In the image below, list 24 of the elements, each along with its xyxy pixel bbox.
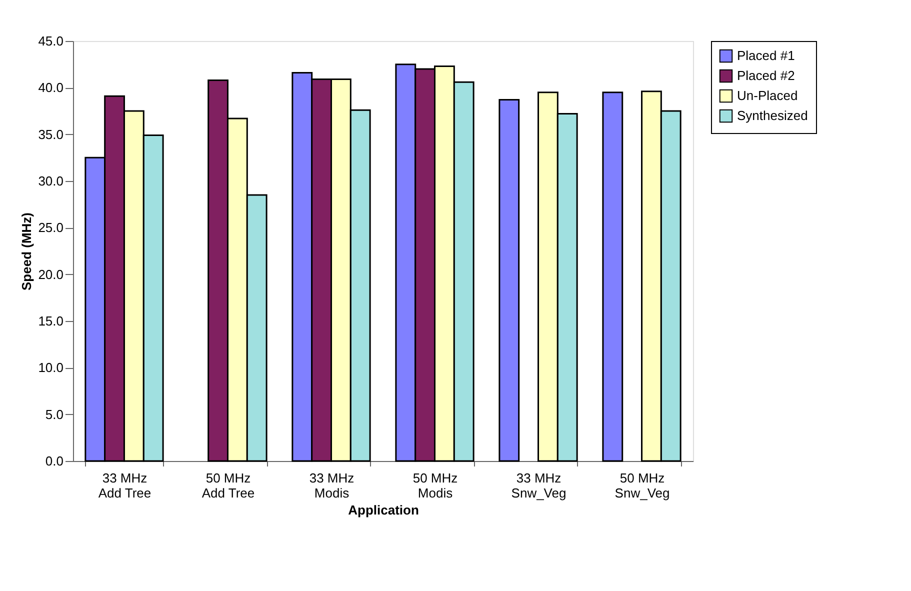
y-tick-label: 10.0 xyxy=(38,360,64,376)
y-tick-label: 30.0 xyxy=(38,174,64,188)
bar xyxy=(602,92,624,462)
y-tick-label: 15.0 xyxy=(38,314,64,328)
y-tick-label: 5.0 xyxy=(45,406,64,422)
bar xyxy=(498,99,520,462)
y-tick-label: 20.0 xyxy=(38,266,64,282)
legend-label: Un-Placed xyxy=(737,88,798,103)
x-tick-label: 50 MHz Snw_Veg xyxy=(614,470,670,500)
y-tick-label: 0.0 xyxy=(45,454,64,468)
legend-label: Placed #2 xyxy=(737,68,795,83)
y-tick-label: 25.0 xyxy=(38,220,64,236)
x-axis-title: Application xyxy=(348,502,419,518)
x-tick-label: 33 MHz Modis xyxy=(309,470,354,500)
x-tick-label: 50 MHz Add Tree xyxy=(202,470,255,500)
legend-label: Placed #1 xyxy=(737,48,795,63)
x-tick-label: 33 MHz Snw_Veg xyxy=(511,470,566,500)
y-axis-title: Speed (MHz) xyxy=(19,212,34,290)
y-tick-label: 40.0 xyxy=(38,80,64,96)
x-tick-label: 50 MHz Modis xyxy=(412,470,458,500)
y-tick-label: 35.0 xyxy=(38,126,64,142)
x-tick-label: 33 MHz Add Tree xyxy=(98,470,152,500)
y-tick-label: 45.0 xyxy=(38,34,64,48)
legend-label: Synthesized xyxy=(737,108,808,123)
